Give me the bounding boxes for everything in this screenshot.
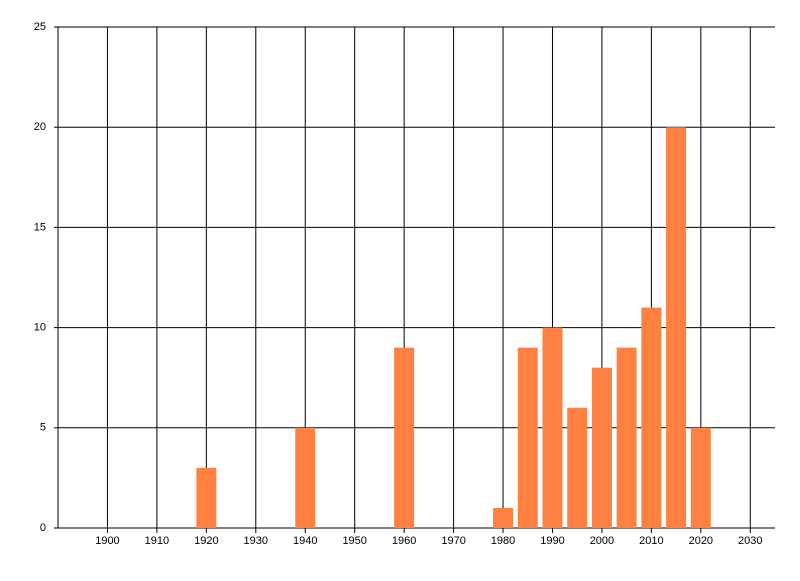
x-tick-label: 2020 xyxy=(689,535,713,547)
bar xyxy=(542,327,563,528)
y-tick-label: 0 xyxy=(40,522,46,534)
bar xyxy=(493,507,514,528)
bar xyxy=(196,467,217,528)
y-tick-label: 20 xyxy=(34,121,46,133)
x-tick-label: 1930 xyxy=(244,535,268,547)
bar xyxy=(567,407,588,528)
x-tick-label: 1940 xyxy=(293,535,317,547)
x-tick-label: 1990 xyxy=(540,535,564,547)
bar xyxy=(295,427,316,528)
bar xyxy=(641,307,662,528)
bar xyxy=(616,347,637,528)
x-tick-label: 2030 xyxy=(738,535,762,547)
x-tick-label: 1960 xyxy=(392,535,416,547)
x-tick-label: 1980 xyxy=(491,535,515,547)
y-tick-label: 15 xyxy=(34,221,46,233)
x-tick-label: 2000 xyxy=(590,535,614,547)
bar xyxy=(690,427,711,528)
x-tick-label: 1970 xyxy=(441,535,465,547)
x-tick-label: 2010 xyxy=(639,535,663,547)
y-tick-label: 25 xyxy=(34,21,46,33)
y-tick-label: 10 xyxy=(34,322,46,334)
bar xyxy=(394,347,415,528)
bar xyxy=(666,127,687,528)
bar xyxy=(517,347,538,528)
bar xyxy=(591,367,612,528)
x-tick-label: 1900 xyxy=(95,535,119,547)
x-tick-label: 1910 xyxy=(145,535,169,547)
x-tick-label: 1950 xyxy=(342,535,366,547)
x-tick-label: 1920 xyxy=(194,535,218,547)
y-tick-label: 5 xyxy=(40,422,46,434)
